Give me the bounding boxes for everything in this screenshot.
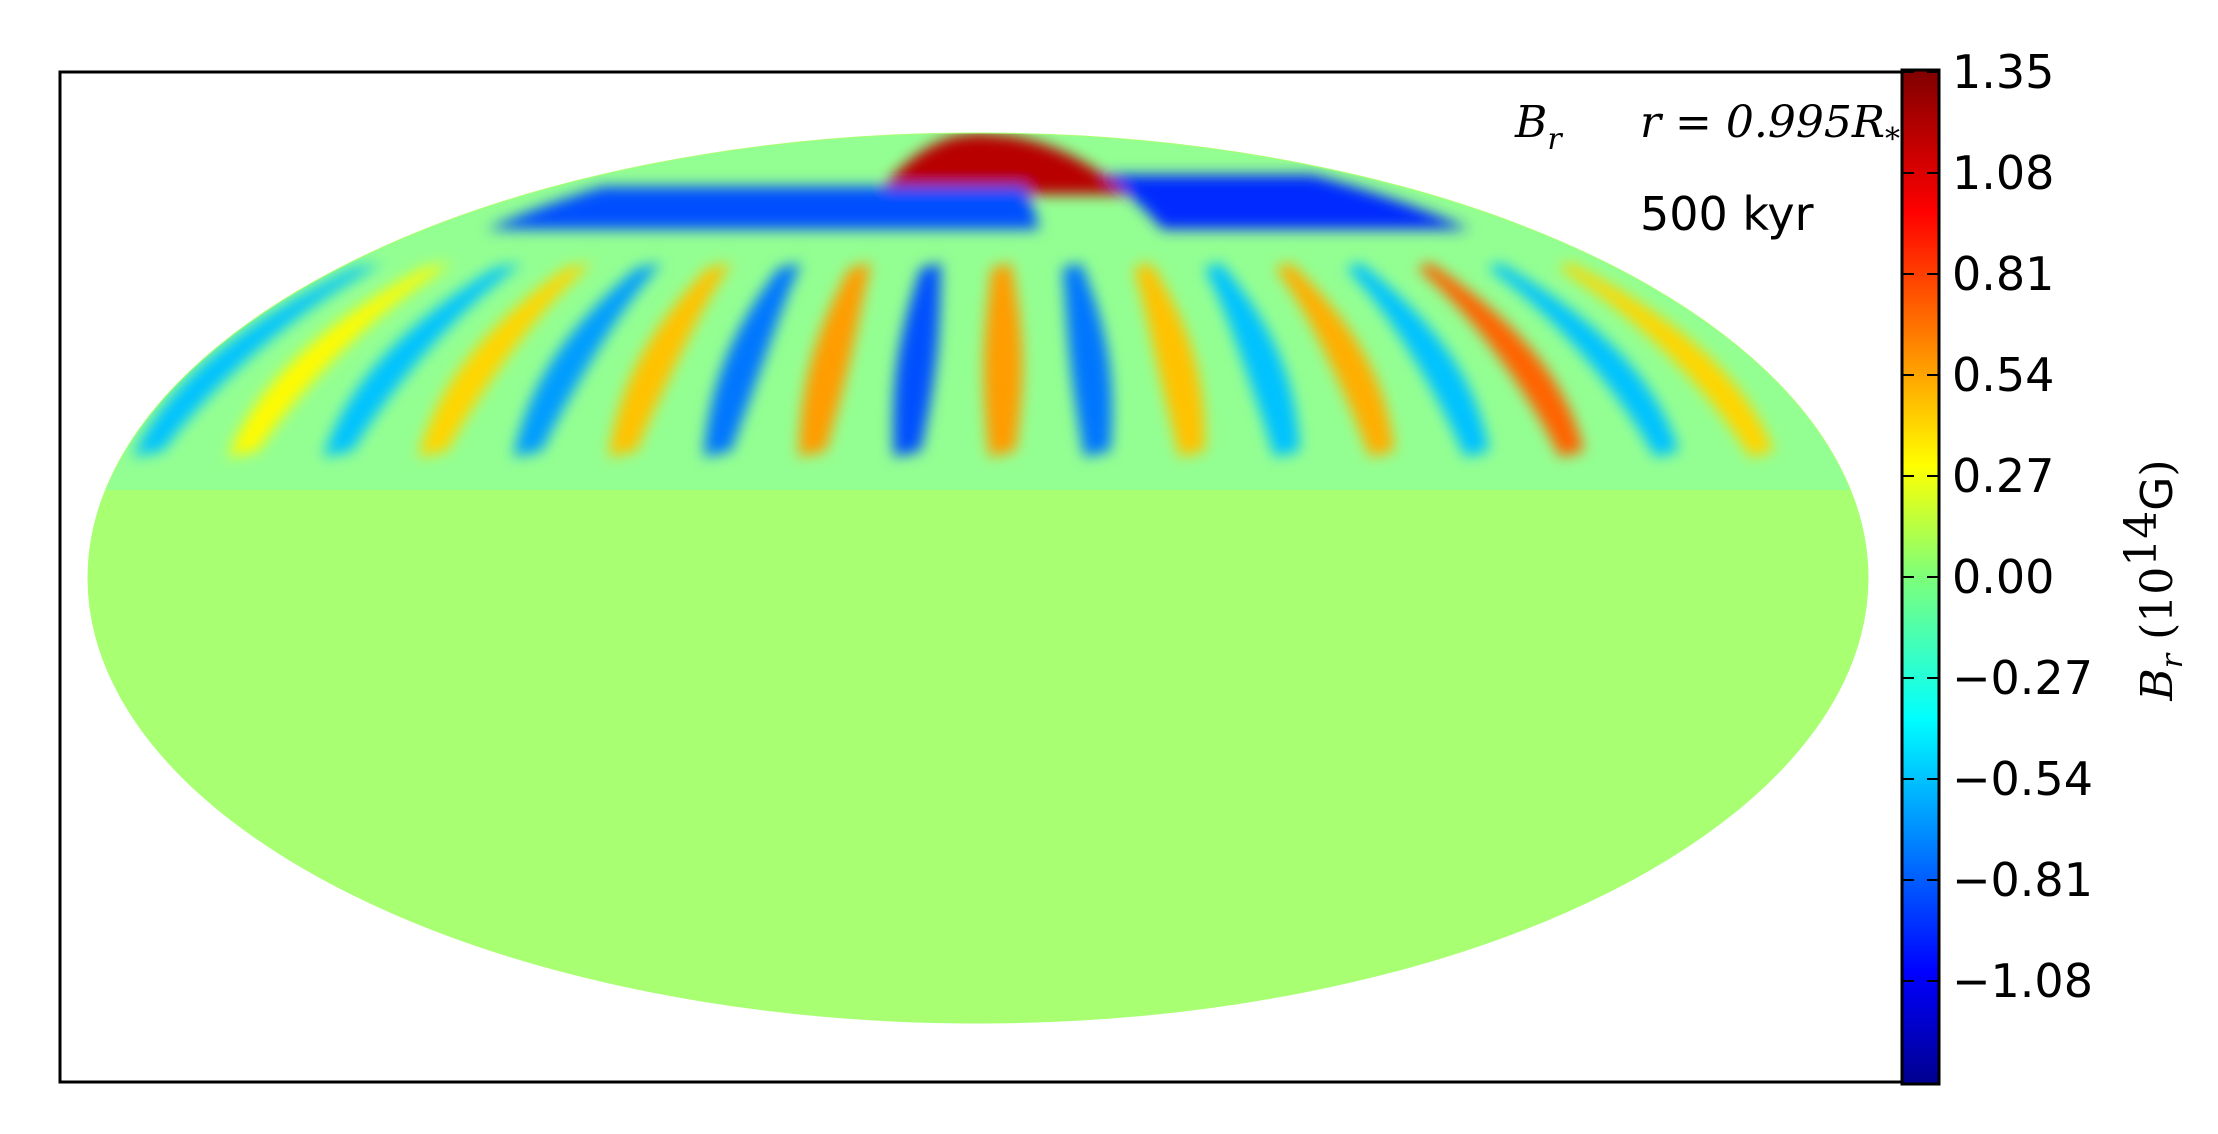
colorbar-tick-label: 0.81 <box>1952 247 2054 301</box>
streak-16 <box>1275 262 1395 457</box>
streak-18 <box>1417 262 1585 457</box>
streak-6 <box>418 262 592 457</box>
streak-3 <box>132 262 383 457</box>
colorbar-ticks: 1.35 1.08 0.81 0.54 0.27 0.00 −0.27 −0.54 −0.81 −… <box>1902 45 2093 1008</box>
north-polar-cap-0 <box>877 133 1129 195</box>
colorbar-tick-label: 0.27 <box>1952 449 2054 503</box>
colorbar-tick-label: 0.54 <box>1952 348 2054 402</box>
streak-4 <box>227 262 453 457</box>
streak-9 <box>703 262 802 457</box>
colorbar-tick-label: −0.54 <box>1952 752 2093 806</box>
streak-12 <box>983 262 1023 457</box>
streak-7 <box>513 262 662 457</box>
radius-label: r = 0.995R* <box>1640 97 1900 157</box>
mollweide-map <box>88 133 1868 1023</box>
field-label: Br <box>1514 97 1563 157</box>
colorbar-tick-label: −0.81 <box>1952 853 2093 907</box>
colorbar-tick-label: 1.35 <box>1952 45 2054 99</box>
streak-20 <box>1559 262 1774 457</box>
streak-13 <box>1062 262 1112 457</box>
streak-5 <box>322 262 523 457</box>
streak-19 <box>1488 262 1679 457</box>
polar-ring-negative-1 <box>486 186 1040 230</box>
colorbar-tick-label: 1.08 <box>1952 146 2054 200</box>
polar-ring-negative-2 <box>1103 174 1470 230</box>
map-outline <box>87 132 1869 1024</box>
colorbar-label: Br (1014G) <box>2116 459 2190 701</box>
streak-8 <box>608 262 732 457</box>
colorbar-tick-label: 0.00 <box>1952 550 2054 604</box>
features-layer <box>132 133 1774 457</box>
streak-10 <box>798 262 872 457</box>
colorbar-tick-label: −1.08 <box>1952 954 2093 1008</box>
time-label: 500 kyr <box>1640 187 1814 241</box>
streak-14 <box>1133 262 1205 457</box>
streak-11 <box>893 262 942 457</box>
streak-17 <box>1346 262 1490 457</box>
colorbar-tick-label: −0.27 <box>1952 651 2093 705</box>
streak-15 <box>1204 262 1300 457</box>
